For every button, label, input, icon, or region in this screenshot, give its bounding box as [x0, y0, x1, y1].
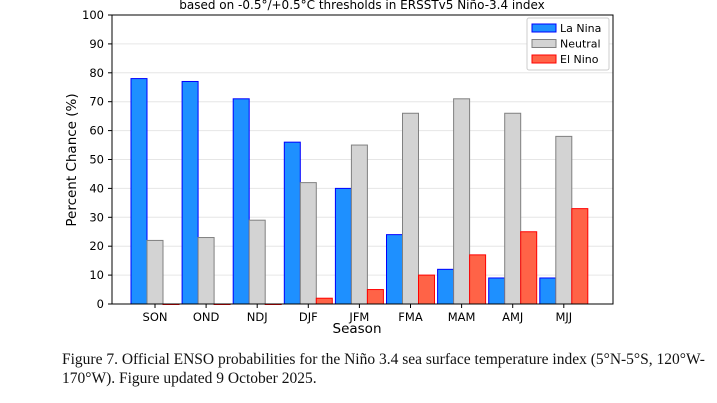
y-tick-label: 10 — [89, 268, 104, 282]
y-tick-label: 90 — [89, 37, 104, 51]
x-tick-label: JFM — [348, 310, 369, 324]
bar-la-nina — [539, 277, 557, 305]
bar-neutral — [453, 98, 471, 305]
bar-neutral — [248, 219, 266, 305]
bar-el-nino — [418, 274, 435, 305]
x-axis-label: Season — [333, 321, 382, 337]
bar-la-nina — [283, 141, 301, 305]
bar-la-nina — [181, 80, 199, 305]
plot-frame — [111, 14, 614, 305]
enso-probability-chart: based on -0.5°/+0.5°C thresholds in ERSS… — [64, 0, 614, 337]
y-axis-label: Percent Chance (%) — [64, 93, 80, 226]
bar-el-nino — [366, 289, 384, 305]
x-tick-label: FMA — [398, 310, 423, 324]
legend-label: El Nino — [560, 53, 599, 66]
y-tick-label: 0 — [97, 297, 104, 311]
bar-el-nino — [571, 208, 589, 305]
y-tick-label: 20 — [89, 239, 104, 253]
legend-swatch — [531, 39, 557, 48]
bar-neutral — [555, 135, 573, 305]
bar-el-nino — [469, 254, 487, 305]
bar-el-nino — [520, 231, 538, 305]
bar-la-nina — [488, 277, 506, 305]
y-tick-label: 30 — [89, 210, 104, 224]
bar-la-nina — [334, 187, 352, 305]
chart-title: based on -0.5°/+0.5°C thresholds in ERSS… — [179, 0, 545, 12]
bar-neutral — [146, 239, 164, 305]
y-tick-label: 80 — [89, 66, 104, 80]
y-tick-label: 50 — [89, 153, 104, 167]
x-tick-label: DJF — [299, 310, 318, 324]
bar-la-nina — [130, 78, 148, 305]
y-tick-label: 100 — [82, 8, 104, 22]
y-tick-label: 40 — [89, 181, 104, 195]
legend-swatch — [531, 54, 557, 64]
x-tick-label: NDJ — [247, 310, 268, 324]
bar-neutral — [299, 182, 317, 305]
figure-caption: Figure 7. Official ENSO probabilities fo… — [62, 351, 705, 387]
bar-neutral — [504, 112, 522, 305]
x-tick-label: SON — [143, 310, 168, 324]
x-tick-label: OND — [193, 310, 220, 324]
y-tick-label: 60 — [89, 124, 104, 138]
legend-label: Neutral — [560, 38, 601, 51]
legend-label: La Nina — [560, 22, 601, 35]
bar-la-nina — [232, 98, 250, 305]
y-tick-label: 70 — [89, 95, 104, 109]
x-tick-label: AMJ — [502, 310, 523, 324]
bar-neutral — [197, 237, 215, 305]
x-tick-label: MJJ — [555, 310, 572, 324]
bar-la-nina — [386, 234, 403, 305]
bar-la-nina — [437, 268, 455, 305]
x-tick-label: MAM — [448, 310, 476, 324]
bar-neutral — [402, 112, 419, 305]
legend-swatch — [531, 23, 557, 33]
bar-el-nino — [315, 297, 333, 305]
bar-neutral — [350, 144, 368, 305]
legend: La Nina Neutral El Nino — [526, 17, 610, 71]
